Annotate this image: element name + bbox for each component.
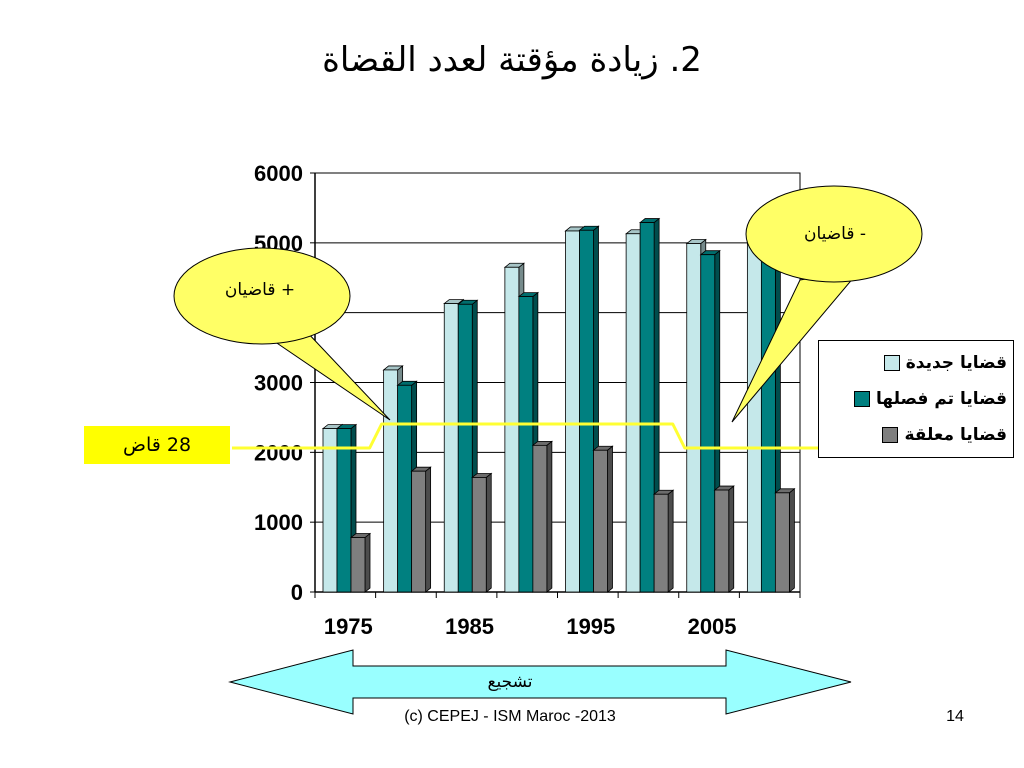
y-tick-label: 1000	[254, 510, 303, 535]
bar-front	[700, 254, 716, 593]
judge-count-label: 28 قاض	[84, 426, 230, 464]
bar-front	[397, 384, 413, 593]
bar-front	[518, 296, 534, 593]
legend-item-resolved-cases: قضايا تم فصلها	[825, 381, 1007, 417]
page-number: 14	[946, 708, 964, 725]
bar-resolved-cases	[335, 423, 358, 593]
footer-text: (c) CEPEJ - ISM Maroc -2013	[404, 708, 616, 725]
y-tick-label: 0	[291, 580, 303, 605]
callout-minus-text: - قاضيان	[803, 224, 867, 244]
bar-front	[443, 303, 459, 593]
bar-front	[504, 266, 520, 593]
x-tick-label: 1975	[324, 614, 373, 639]
x-tick-label: 1995	[566, 614, 615, 639]
bar-front	[579, 229, 594, 593]
legend-label-resolved-cases: قضايا تم فصلها	[875, 389, 1007, 409]
bar-side	[728, 485, 735, 593]
bar-side	[667, 489, 674, 593]
y-tick-label: 6000	[254, 161, 303, 186]
bar-pending-cases	[471, 472, 493, 593]
bar-pending-cases	[713, 485, 735, 593]
bar-pending-cases	[410, 466, 432, 593]
bar-front	[774, 492, 790, 593]
judges-line	[232, 422, 818, 450]
bar-pending-cases	[774, 488, 796, 593]
slide-title: 2. زيادة مؤقتة لعدد القضاة	[322, 40, 702, 80]
bar-front	[593, 449, 608, 593]
bar-front	[686, 243, 702, 593]
arrow-label: تشجيع	[487, 672, 533, 692]
double-arrow	[228, 649, 852, 715]
bar-front	[565, 230, 580, 593]
bar-front	[625, 233, 641, 593]
bar-side	[425, 466, 432, 593]
bar-front	[457, 303, 473, 593]
bar-pending-cases	[592, 445, 614, 593]
callout-minus	[745, 185, 923, 283]
bar-side	[788, 488, 795, 593]
chart-legend: قضايا جديدة قضايا تم فصلها قضايا معلقة	[818, 340, 1014, 458]
bar-front	[383, 369, 399, 593]
bar-front	[471, 477, 487, 593]
callout-plus	[173, 247, 351, 345]
legend-label-pending-cases: قضايا معلقة	[904, 425, 1007, 445]
bar-front	[411, 470, 427, 593]
chart-ticks: 0100020003000400050006000197519851995200…	[254, 161, 736, 639]
bar-front	[653, 493, 669, 593]
bar-front	[532, 444, 548, 593]
bar-pending-cases	[652, 489, 675, 593]
bar-front	[336, 428, 352, 593]
double-arrow-shape	[228, 649, 852, 715]
bar-side	[607, 445, 613, 593]
legend-label-new-cases: قضايا جديدة	[905, 353, 1007, 373]
bar-pending-cases	[349, 532, 372, 593]
bar-front	[350, 537, 366, 593]
judges-line-path	[232, 422, 818, 450]
bar-resolved-cases	[517, 291, 540, 593]
legend-item-new-cases: قضايا جديدة	[825, 345, 1007, 381]
callout-plus-text: + قاضيان	[224, 280, 296, 300]
legend-item-pending-cases: قضايا معلقة	[825, 417, 1007, 453]
bar-side	[364, 532, 371, 593]
legend-swatch-resolved-cases	[853, 391, 870, 407]
bar-front	[639, 222, 655, 593]
chart-bars	[321, 217, 796, 593]
bar-front	[760, 249, 776, 593]
bar-front	[746, 233, 762, 593]
x-tick-label: 1985	[445, 614, 494, 639]
legend-swatch-new-cases	[883, 355, 900, 371]
callouts	[173, 185, 923, 423]
y-tick-label: 2000	[254, 440, 303, 465]
bar-side	[485, 472, 492, 593]
bar-front	[714, 489, 730, 593]
y-tick-label: 3000	[254, 371, 303, 396]
bar-pending-cases	[531, 440, 554, 593]
bar-front	[322, 428, 338, 593]
legend-swatch-pending-cases	[882, 427, 899, 443]
x-tick-label: 2005	[688, 614, 737, 639]
bar-side	[546, 440, 553, 593]
